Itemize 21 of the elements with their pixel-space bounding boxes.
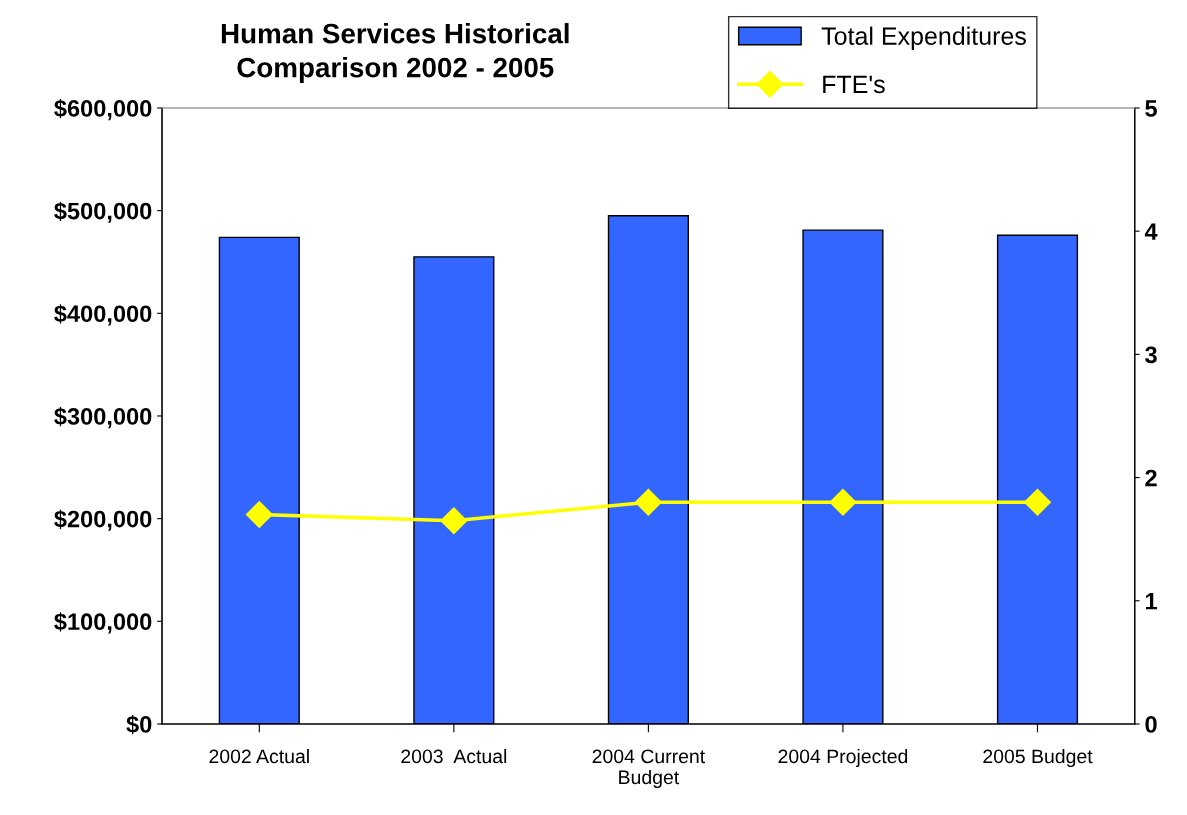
y-tick-label: $300,000: [54, 407, 152, 429]
y-tick-label: $200,000: [54, 509, 152, 531]
legend-label: FTE's: [823, 75, 885, 94]
x-tick-label: 2004 Current Budget: [592, 749, 706, 789]
y2-tick-label: 4: [1144, 223, 1158, 240]
y2-tick-label: 2: [1145, 469, 1157, 487]
y2-tick-label: 3: [1145, 346, 1157, 364]
chart-title: Human Services Historical Comparison 2002 - 2005: [221, 23, 569, 83]
x-tick-label: 2004 Projected: [778, 748, 908, 768]
legend-label: Total Expenditures: [821, 26, 1026, 50]
y-tick-label: $600,000: [54, 99, 152, 121]
y-tick-label: $100,000: [54, 612, 152, 634]
y-tick-label: $500,000: [54, 201, 152, 223]
y2-tick-label: 0: [1145, 716, 1157, 733]
x-tick-label: 2002 Actual: [209, 748, 309, 764]
x-tick-label: 2005 Budget: [983, 748, 1093, 768]
x-tick-label: 2003 Actual: [401, 748, 507, 764]
y2-tick-label: 5: [1145, 100, 1157, 117]
y-tick-label: $400,000: [54, 304, 152, 326]
y-tick-label: $0: [126, 715, 152, 735]
y2-tick-label: 1: [1145, 593, 1157, 610]
